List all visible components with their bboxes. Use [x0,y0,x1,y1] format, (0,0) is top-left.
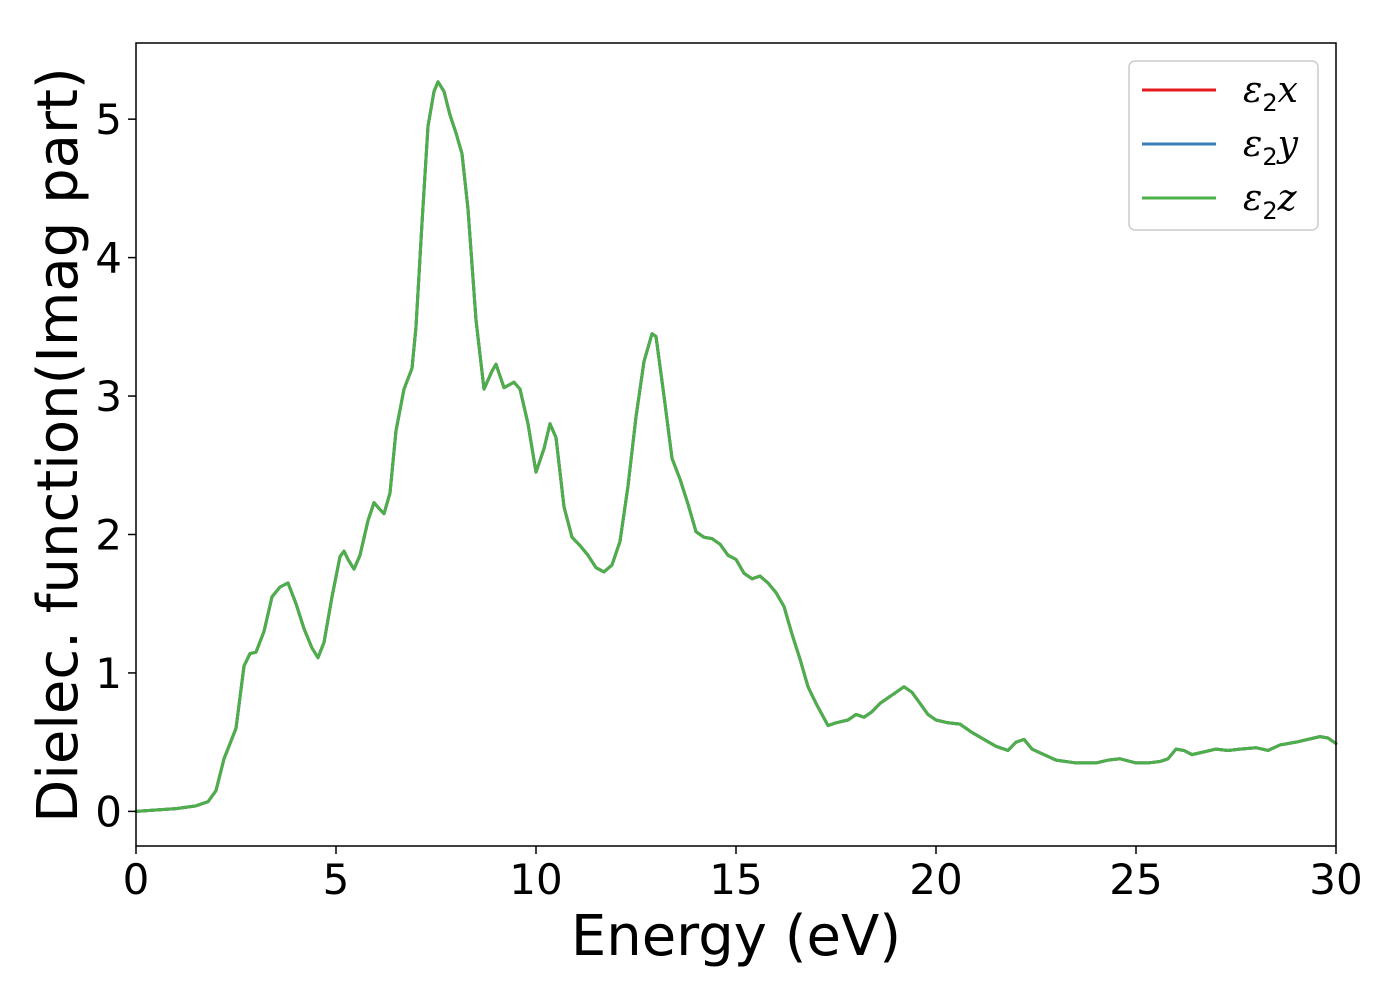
legend-box [1128,60,1319,231]
legend-entry-z: ε2z [1243,178,1298,225]
x-tick-label: 20 [909,855,962,904]
y-axis-label: Dielec. function(Imag part) [26,67,91,823]
series-line-z [134,80,1338,813]
x-tick-label: 15 [709,855,762,904]
x-axis-label: Energy (eV) [571,904,901,969]
legend-entry-x: ε2x [1243,70,1298,117]
x-tick-label: 10 [509,855,562,904]
x-axis: 0 5 10 15 20 25 30 [123,846,1363,904]
plot-area [134,80,1338,813]
x-tick-label: 5 [323,855,350,904]
y-axis: 0 1 2 3 4 5 [95,95,136,836]
y-tick-label: 4 [95,234,122,283]
legend: ε2x ε2y ε2z [1128,60,1319,231]
x-tick-label: 25 [1109,855,1162,904]
y-tick-label: 3 [95,372,122,421]
y-tick-label: 5 [95,95,122,144]
x-tick-label: 30 [1309,855,1362,904]
y-tick-label: 0 [95,787,122,836]
y-tick-label: 2 [95,510,122,559]
legend-entry-y: ε2y [1243,124,1299,171]
x-tick-label: 0 [123,855,150,904]
y-tick-label: 1 [95,649,122,698]
